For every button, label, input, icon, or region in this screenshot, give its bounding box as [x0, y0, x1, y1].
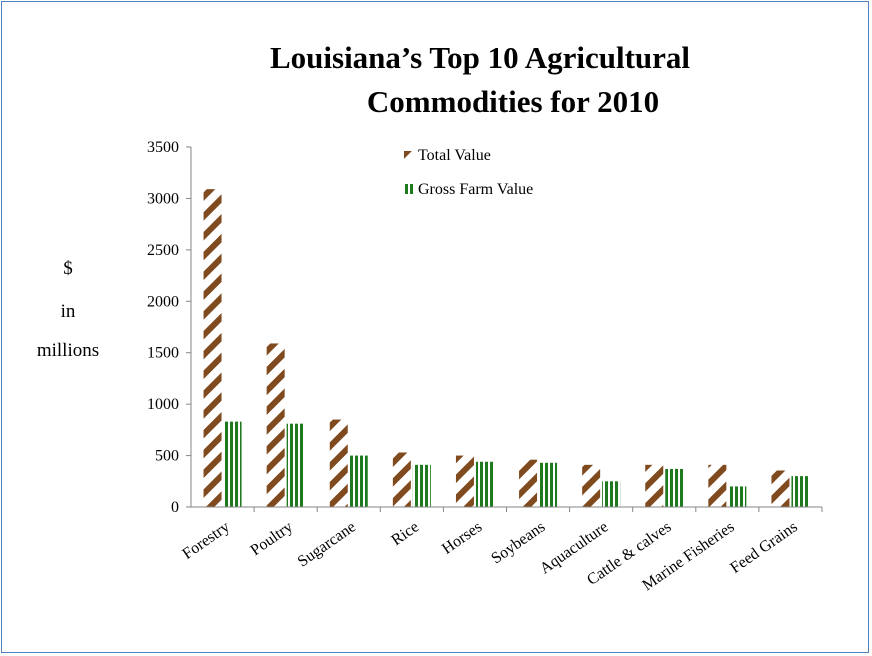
bars	[203, 189, 810, 507]
bar-gross-farm-value	[475, 461, 494, 507]
bar-total-value	[266, 343, 285, 507]
legend-label-gross-farm-value: Gross Farm Value	[418, 181, 533, 198]
bar-gross-farm-value	[223, 421, 242, 507]
bar-gross-farm-value	[728, 486, 747, 507]
x-tick-label: Forestry	[179, 518, 232, 563]
y-tick-label: 3000	[147, 190, 179, 207]
bar-total-value	[392, 452, 411, 507]
bar-total-value	[455, 455, 474, 507]
bar-gross-farm-value	[665, 468, 684, 507]
y-axis-ticks: 0 500 1000 1500 2000 2500 3000 3500	[147, 139, 191, 516]
legend-swatch-total-value	[404, 151, 413, 159]
bar-total-value	[329, 419, 348, 507]
chart-title-line-2: Commodities for 2010	[367, 84, 659, 119]
y-tick-label: 500	[155, 448, 179, 465]
legend-item-gross-farm-value: Gross Farm Value	[404, 181, 533, 198]
bar-gross-farm-value	[791, 476, 810, 507]
x-tick-label: Horses	[439, 518, 485, 557]
y-axis-label-line-1: $	[63, 258, 73, 279]
y-tick-label: 1000	[147, 396, 179, 413]
y-tick-label: 2000	[147, 293, 179, 310]
y-axis-label-line-2: in	[61, 301, 76, 322]
x-tick-label: Feed Grains	[727, 518, 800, 577]
legend: Total Value Gross Farm Value	[404, 147, 533, 198]
bar-total-value	[645, 464, 664, 507]
bar-total-value	[708, 464, 727, 507]
bar-total-value	[771, 470, 790, 507]
y-axis-label-line-3: millions	[37, 340, 99, 361]
y-tick-label: 1500	[147, 345, 179, 362]
bar-total-value	[582, 464, 601, 507]
bar-total-value	[203, 189, 222, 507]
y-tick-label: 3500	[147, 139, 179, 156]
y-tick-label: 0	[171, 499, 179, 516]
x-tick-label: Rice	[388, 518, 422, 549]
x-tick-label: Sugarcane	[295, 518, 359, 570]
bar-gross-farm-value	[349, 455, 368, 507]
bar-total-value	[519, 459, 538, 507]
bar-gross-farm-value	[412, 464, 431, 507]
x-tick-label: Poultry	[248, 518, 296, 559]
bar-gross-farm-value	[286, 423, 305, 507]
chart-title-line-1: Louisiana’s Top 10 Agricultural	[270, 40, 690, 75]
bar-gross-farm-value	[539, 462, 558, 507]
legend-label-total-value: Total Value	[418, 147, 491, 164]
legend-item-total-value: Total Value	[404, 147, 491, 164]
legend-swatch-gross-farm-value	[404, 184, 413, 194]
bar-gross-farm-value	[602, 481, 621, 507]
y-tick-label: 2500	[147, 242, 179, 259]
x-tick-label: Soybeans	[488, 518, 548, 567]
